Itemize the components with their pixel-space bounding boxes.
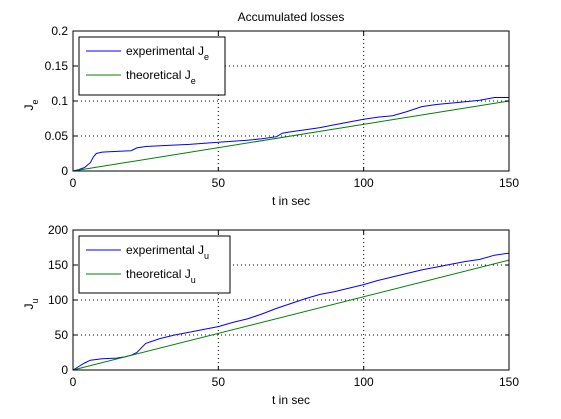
y-tick-label: 0.05 <box>45 129 69 143</box>
y-tick-label: 0.15 <box>45 59 69 73</box>
x-tick-label: 0 <box>70 375 77 389</box>
y-tick-label: 50 <box>55 328 69 342</box>
x-axis-label: t in sec <box>272 393 310 407</box>
series-line-theoretical <box>72 259 510 371</box>
y-axis-label-main: J <box>22 105 36 111</box>
y-axis-label: Je <box>22 99 40 110</box>
series-line-experimental <box>72 252 510 371</box>
legend-entry-label: experimental Je <box>126 44 209 62</box>
legend-entry-label: theoretical Je <box>126 68 196 86</box>
y-tick-label: 0 <box>61 363 68 377</box>
series-line-theoretical <box>72 100 510 172</box>
y-tick-label: 0 <box>61 164 68 178</box>
x-tick-label: 150 <box>499 176 519 190</box>
y-axis-label-subscript: e <box>30 99 40 104</box>
x-axis-label: t in sec <box>272 194 310 208</box>
legend-entry-subscript: e <box>204 52 209 62</box>
y-tick-label: 100 <box>48 293 68 307</box>
legend-entry-subscript: e <box>191 76 196 86</box>
x-tick-label: 0 <box>70 176 77 190</box>
x-tick-label: 50 <box>212 375 226 389</box>
legend-entry-label: experimental Ju <box>126 243 209 261</box>
legend-entry-subscript: u <box>191 275 196 285</box>
legend-box <box>78 235 231 294</box>
x-tick-label: 50 <box>212 176 226 190</box>
legend-box <box>78 36 226 96</box>
legend-entry-name: theoretical J <box>126 267 191 281</box>
y-axis-label-main: J <box>22 304 36 310</box>
legend-entry-name: theoretical J <box>126 68 191 82</box>
legend-entry-subscript: u <box>204 251 209 261</box>
y-tick-label: 200 <box>48 223 68 237</box>
chart-title: Accumulated losses <box>238 10 345 24</box>
x-tick-label: 100 <box>354 375 374 389</box>
legend-entry-name: experimental J <box>126 243 204 257</box>
y-axis-label-subscript: u <box>30 298 40 303</box>
panels: 0 50 100 150 0 0.05 0.1 0.15 0.2 Accumulated loss… <box>22 10 519 407</box>
legend-entry-name: experimental J <box>126 44 204 58</box>
series-line-experimental <box>72 97 509 172</box>
x-tick-label: 150 <box>499 375 519 389</box>
legend-entry-label: theoretical Ju <box>126 267 196 285</box>
y-tick-label: 0.2 <box>51 24 68 38</box>
y-tick-label: 0.1 <box>51 94 68 108</box>
chart-panel-1: 0 50 100 150 0 0.05 0.1 0.15 0.2 Accumulated loss… <box>22 10 519 208</box>
y-tick-label: 150 <box>48 258 68 272</box>
y-axis-label: Ju <box>22 298 40 309</box>
x-tick-label: 100 <box>354 176 374 190</box>
